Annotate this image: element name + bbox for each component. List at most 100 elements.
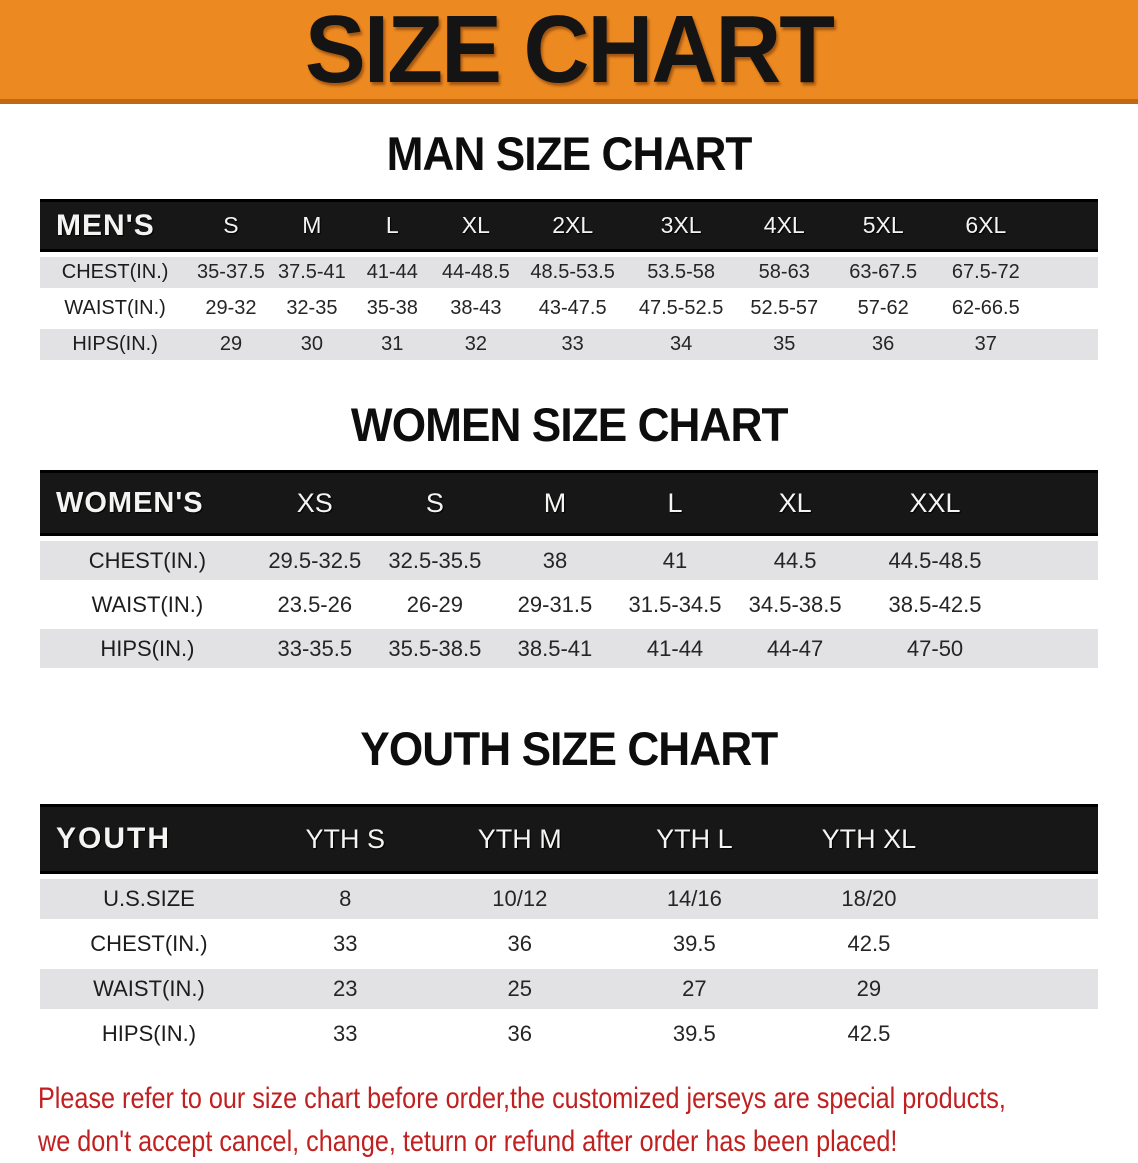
row-spacer-cell	[956, 879, 1098, 919]
size-value-cell: 33	[519, 329, 627, 360]
womens-size-table: WOMEN'S XS S M L XL XXL CHEST(IN.) 29.5-32.5 32.5…	[40, 465, 1098, 673]
size-column-header: YTH XL	[781, 804, 957, 874]
disclaimer-line-2: we don't accept cancel, change, teturn o…	[38, 1125, 898, 1158]
size-column-header: 6XL	[933, 199, 1038, 252]
row-spacer-cell	[1014, 585, 1098, 624]
size-value-cell: 52.5-57	[736, 293, 833, 324]
size-value-cell: 35-37.5	[190, 257, 272, 288]
size-value-cell: 43-47.5	[519, 293, 627, 324]
table-row: CHEST(IN.) 29.5-32.5 32.5-35.5 38 41 44.5 44.5…	[40, 541, 1098, 580]
size-column-header: S	[190, 199, 272, 252]
measurement-row-label: CHEST(IN.)	[40, 541, 255, 580]
size-value-cell: 38.5-42.5	[855, 585, 1015, 624]
size-value-cell: 67.5-72	[933, 257, 1038, 288]
size-column-header: L	[615, 470, 736, 536]
size-value-cell: 25	[432, 969, 608, 1009]
table-header-row: YOUTH YTH S YTH M YTH L YTH XL	[40, 804, 1098, 874]
row-spacer-cell	[1037, 293, 1098, 324]
size-value-cell: 37.5-41	[271, 257, 353, 288]
size-column-header: M	[494, 470, 615, 536]
mens-size-chart-section: MAN SIZE CHART MEN'S S M L XL 2XL 3XL 4XL 5XL 6XL C…	[0, 130, 1138, 365]
row-spacer-cell	[1037, 257, 1098, 288]
size-value-cell: 47.5-52.5	[626, 293, 737, 324]
size-value-cell: 44.5-48.5	[855, 541, 1015, 580]
size-column-header: S	[374, 470, 495, 536]
size-value-cell: 41	[615, 541, 736, 580]
table-row: WAIST(IN.) 23 25 27 29	[40, 969, 1098, 1009]
size-column-header: YTH S	[257, 804, 433, 874]
size-value-cell: 8	[257, 879, 433, 919]
size-value-cell: 29-32	[190, 293, 272, 324]
size-value-cell: 23	[257, 969, 433, 1009]
size-value-cell: 62-66.5	[933, 293, 1038, 324]
size-column-header: XXL	[855, 470, 1015, 536]
row-spacer-cell	[1014, 629, 1098, 668]
banner-title: SIZE CHART	[304, 0, 835, 103]
size-value-cell: 38	[494, 541, 615, 580]
size-chart-banner: SIZE CHART	[0, 0, 1138, 104]
size-value-cell: 41-44	[352, 257, 433, 288]
size-column-header: XS	[254, 470, 375, 536]
size-column-header: 2XL	[519, 199, 627, 252]
size-value-cell: 63-67.5	[832, 257, 934, 288]
size-value-cell: 34.5-38.5	[735, 585, 856, 624]
size-charts-container: MAN SIZE CHART MEN'S S M L XL 2XL 3XL 4XL 5XL 6XL C…	[0, 130, 1138, 1059]
size-value-cell: 39.5	[607, 924, 782, 964]
size-value-cell: 31.5-34.5	[615, 585, 736, 624]
size-value-cell: 23.5-26	[254, 585, 375, 624]
mens-section-heading: MAN SIZE CHART	[0, 130, 1138, 178]
table-row: U.S.SIZE 8 10/12 14/16 18/20	[40, 879, 1098, 919]
table-row: CHEST(IN.) 33 36 39.5 42.5	[40, 924, 1098, 964]
measurement-row-label: HIPS(IN.)	[40, 329, 191, 360]
size-value-cell: 32-35	[271, 293, 353, 324]
size-value-cell: 38-43	[432, 293, 520, 324]
measurement-row-label: HIPS(IN.)	[40, 1014, 258, 1054]
size-column-header: XL	[735, 470, 856, 536]
table-row: HIPS(IN.) 33 36 39.5 42.5	[40, 1014, 1098, 1054]
size-value-cell: 32.5-35.5	[374, 541, 495, 580]
size-value-cell: 37	[933, 329, 1038, 360]
size-value-cell: 38.5-41	[494, 629, 615, 668]
size-column-header: YTH L	[607, 804, 782, 874]
size-value-cell: 26-29	[374, 585, 495, 624]
size-value-cell: 42.5	[781, 1014, 957, 1054]
size-value-cell: 35.5-38.5	[374, 629, 495, 668]
size-value-cell: 34	[626, 329, 737, 360]
size-value-cell: 41-44	[615, 629, 736, 668]
measurement-row-label: CHEST(IN.)	[40, 924, 258, 964]
row-spacer-cell	[956, 1014, 1098, 1054]
size-value-cell: 29	[781, 969, 957, 1009]
womens-size-chart-section: WOMEN SIZE CHART WOMEN'S XS S M L XL XXL CHEST(I…	[0, 401, 1138, 673]
womens-section-heading: WOMEN SIZE CHART	[0, 401, 1138, 449]
size-value-cell: 35-38	[352, 293, 433, 324]
size-value-cell: 44.5	[735, 541, 856, 580]
measurement-row-label: CHEST(IN.)	[40, 257, 191, 288]
section-heading-text: WOMEN SIZE CHART	[350, 398, 788, 451]
size-value-cell: 10/12	[432, 879, 608, 919]
size-column-header: 4XL	[736, 199, 833, 252]
disclaimer-line-1: Please refer to our size chart before or…	[38, 1082, 1006, 1115]
table-header-row: MEN'S S M L XL 2XL 3XL 4XL 5XL 6XL	[40, 199, 1098, 252]
size-column-header: 5XL	[832, 199, 934, 252]
size-value-cell: 47-50	[855, 629, 1015, 668]
size-value-cell: 42.5	[781, 924, 957, 964]
youth-size-chart-section: YOUTH SIZE CHART YOUTH YTH S YTH M YTH L YTH …	[0, 725, 1138, 1059]
table-row: WAIST(IN.) 29-32 32-35 35-38 38-43 43-47.5 47.…	[40, 293, 1098, 324]
table-corner-label: WOMEN'S	[40, 470, 255, 536]
measurement-row-label: U.S.SIZE	[40, 879, 258, 919]
youth-size-table: YOUTH YTH S YTH M YTH L YTH XL U.S.SIZE 8 10/12…	[40, 799, 1098, 1059]
measurement-row-label: WAIST(IN.)	[40, 969, 258, 1009]
size-value-cell: 29	[190, 329, 272, 360]
size-value-cell: 58-63	[736, 257, 833, 288]
size-column-header: YTH M	[432, 804, 608, 874]
size-value-cell: 36	[432, 924, 608, 964]
size-value-cell: 32	[432, 329, 520, 360]
table-row: WAIST(IN.) 23.5-26 26-29 29-31.5 31.5-34.5 34…	[40, 585, 1098, 624]
size-value-cell: 31	[352, 329, 433, 360]
size-value-cell: 53.5-58	[626, 257, 737, 288]
size-value-cell: 18/20	[781, 879, 957, 919]
header-spacer-cell	[956, 804, 1098, 874]
size-column-header: L	[352, 199, 433, 252]
table-corner-label: MEN'S	[40, 199, 191, 252]
row-spacer-cell	[1037, 329, 1098, 360]
